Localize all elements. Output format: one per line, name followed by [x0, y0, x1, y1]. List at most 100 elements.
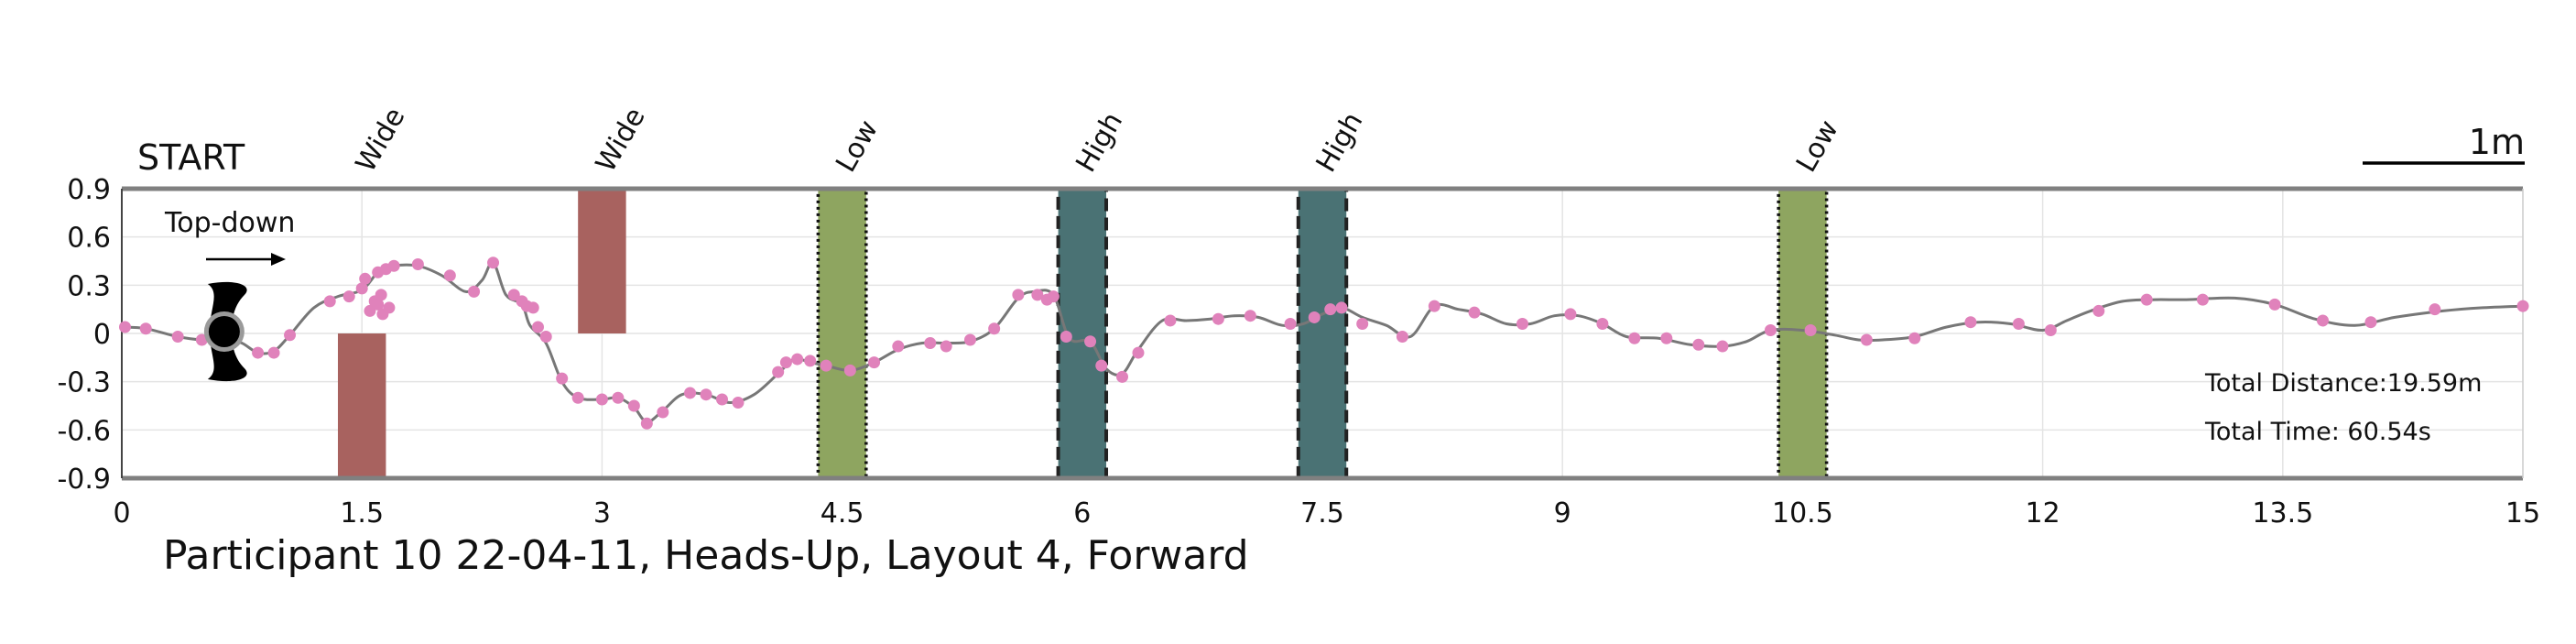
trajectory-point-88 [2140, 293, 2153, 306]
trajectory-point-84 [1964, 316, 1977, 329]
trajectory-point-68 [1335, 301, 1348, 314]
trajectory-point-2 [171, 331, 184, 344]
total-time-label: Total Time: 60.54s [2204, 418, 2431, 446]
trajectory-point-1 [139, 322, 152, 335]
trajectory-point-32 [595, 393, 608, 406]
x-tick-label-5: 7.5 [1300, 497, 1344, 529]
trajectory-point-75 [1596, 317, 1609, 330]
walker-start-icon [203, 281, 247, 382]
trajectory-point-57 [1060, 331, 1072, 344]
trajectory-point-18 [383, 301, 396, 314]
trajectory-point-7 [323, 295, 336, 308]
direction-arrow-icon [206, 253, 286, 266]
trajectory-point-34 [627, 399, 640, 412]
x-tick-label-8: 12 [2026, 497, 2060, 529]
trajectory-point-58 [1084, 335, 1097, 348]
trajectory-point-93 [2429, 303, 2441, 316]
trajectory-point-11 [364, 304, 376, 317]
trajectory-point-60 [1116, 370, 1128, 383]
obstacle-high-4 [1296, 187, 1349, 480]
x-tick-label-1: 1.5 [340, 497, 384, 529]
trajectory-point-62 [1164, 314, 1177, 327]
y-tick-label-5: -0.6 [57, 415, 111, 447]
trajectory-point-4 [252, 346, 265, 359]
trajectory-point-86 [2044, 323, 2057, 336]
x-tick-label-4: 6 [1073, 497, 1091, 529]
trajectory-point-0 [118, 321, 131, 333]
obstacle-wide-0 [337, 333, 386, 478]
trajectory-point-22 [468, 285, 481, 298]
trajectory-point-41 [772, 366, 785, 378]
trajectory-point-47 [868, 356, 881, 369]
trajectory-point-67 [1324, 303, 1337, 316]
trajectory-point-79 [1716, 340, 1729, 353]
y-tick-label-0: 0.9 [67, 174, 111, 206]
y-tick-label-1: 0.6 [67, 223, 111, 255]
walker-head [208, 316, 240, 347]
trajectory-point-56 [1047, 290, 1060, 303]
trajectory-point-50 [940, 340, 952, 353]
trajectory-point-30 [556, 372, 569, 385]
trajectory-point-27 [527, 301, 539, 314]
trajectory-point-35 [640, 417, 653, 430]
trajectory-point-65 [1284, 317, 1297, 330]
scale-bar-label: 1m [2469, 122, 2525, 162]
trajectory-point-92 [2364, 316, 2377, 329]
x-tick-label-0: 0 [113, 497, 130, 529]
y-tick-label-2: 0.3 [67, 270, 111, 302]
trajectory-point-63 [1212, 312, 1224, 325]
trajectory-point-74 [1564, 308, 1577, 321]
trajectory-point-40 [732, 396, 745, 409]
trajectory-point-10 [359, 272, 372, 285]
x-tick-label-10: 15 [2505, 497, 2540, 529]
y-tick-label-6: -0.9 [57, 464, 111, 496]
trajectory-point-49 [924, 337, 937, 350]
trajectory-points [118, 257, 2529, 430]
trajectory-point-82 [1860, 333, 1873, 346]
trajectory-point-87 [2092, 304, 2105, 317]
trajectory-point-15 [375, 289, 387, 301]
trajectory-point-59 [1095, 359, 1108, 372]
x-tick-label-3: 4.5 [821, 497, 864, 529]
x-tick-label-9: 13.5 [2252, 497, 2313, 529]
trajectory-point-78 [1692, 338, 1705, 351]
obstacle-wide-1 [578, 189, 626, 333]
trajectory-point-91 [2317, 314, 2329, 327]
trajectory-point-72 [1468, 306, 1481, 319]
start-label: START [137, 137, 245, 178]
y-tick-label-4: -0.3 [57, 367, 111, 399]
trajectory-point-51 [963, 333, 976, 346]
trajectory-point-42 [779, 356, 792, 369]
trajectory-point-83 [1908, 332, 1921, 344]
trajectory-point-81 [1804, 323, 1817, 336]
trajectory-point-37 [684, 387, 697, 399]
trajectory-point-69 [1356, 317, 1369, 330]
trajectory-point-48 [892, 340, 905, 353]
trajectory-point-76 [1628, 332, 1641, 344]
trajectory-point-80 [1764, 323, 1777, 336]
trajectory-point-33 [612, 391, 625, 404]
trajectory-point-39 [716, 393, 728, 406]
trajectory-point-73 [1516, 317, 1528, 330]
plot-frame [121, 186, 2524, 481]
direction-label: Top-down [164, 207, 295, 239]
trajectory-point-28 [531, 321, 544, 333]
trajectory-point-64 [1244, 310, 1256, 322]
trajectory-point-44 [804, 355, 817, 367]
trajectory-point-9 [355, 282, 368, 295]
y-tick-label-3: 0 [93, 319, 111, 351]
trajectory-point-66 [1308, 311, 1321, 323]
trajectory-point-71 [1428, 300, 1440, 312]
x-tick-label-6: 9 [1554, 497, 1571, 529]
trajectory-point-13 [372, 298, 385, 311]
trajectory-point-6 [284, 329, 297, 342]
trajectory-point-52 [988, 322, 1001, 335]
trajectory-point-43 [791, 353, 804, 366]
trajectory-point-77 [1660, 332, 1673, 344]
trajectory-point-94 [2516, 300, 2529, 312]
trajectory-point-31 [571, 391, 584, 404]
trajectory-point-45 [820, 359, 832, 372]
trajectory-point-5 [267, 346, 280, 359]
trajectory-point-54 [1031, 289, 1044, 301]
